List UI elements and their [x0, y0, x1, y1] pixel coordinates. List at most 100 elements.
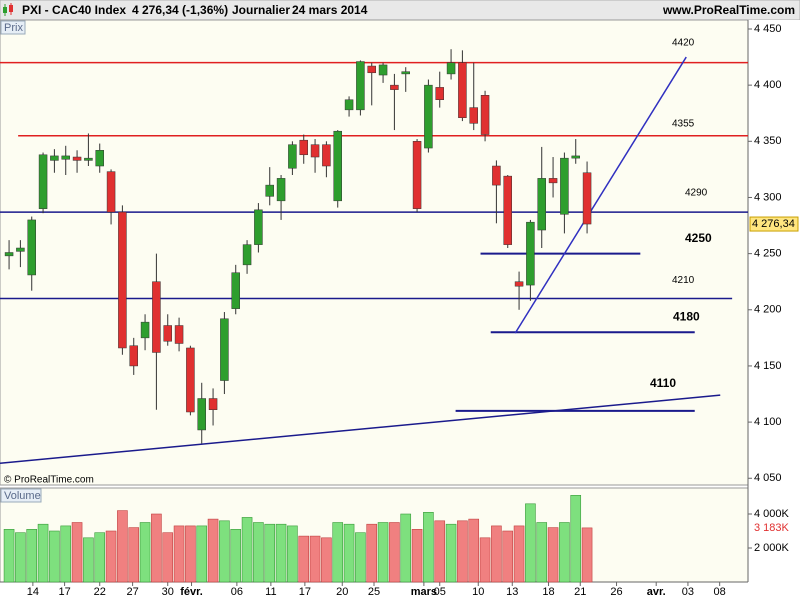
- candle-body: [469, 107, 478, 124]
- volume-bar: [366, 523, 378, 583]
- volume-bar: [185, 525, 196, 583]
- candle-body: [310, 144, 320, 158]
- candle-body: [220, 318, 229, 381]
- candle-body: [288, 144, 297, 169]
- x-tick-label: févr.: [180, 586, 203, 598]
- level-label: 4420: [672, 37, 695, 48]
- candle-body: [367, 65, 376, 74]
- trend-line: [514, 56, 687, 334]
- y-tick-label: 4 000K: [754, 508, 790, 520]
- y-tick-label: 4 050: [754, 472, 782, 484]
- x-tick-label: 17: [299, 586, 311, 598]
- candle-body: [152, 281, 161, 353]
- x-tick-label: 08: [714, 586, 726, 598]
- volume-bar: [151, 513, 162, 583]
- y-tick-label: 4 450: [754, 23, 782, 35]
- volume-bar: [37, 523, 49, 583]
- volume-bar: [513, 525, 525, 583]
- candle-body: [390, 84, 399, 90]
- level-label: 4210: [672, 275, 695, 286]
- candle-body: [61, 155, 70, 160]
- candle-body: [492, 165, 501, 186]
- volume-bar: [196, 525, 208, 583]
- volume-bar: [60, 525, 72, 583]
- x-tick-label: 06: [231, 586, 243, 598]
- y-tick-label: 4 350: [754, 135, 782, 147]
- candle-body: [140, 321, 150, 339]
- site-link[interactable]: www.ProRealTime.com: [662, 3, 795, 17]
- candle-body: [446, 62, 456, 75]
- symbol: PXI - CAC40 Index: [22, 3, 126, 17]
- volume-bar: [94, 532, 106, 583]
- volume-bar: [445, 523, 457, 583]
- volume-bar: [219, 520, 230, 583]
- x-tick-label: 17: [58, 586, 70, 598]
- volume-bar: [377, 522, 389, 583]
- candle-body: [322, 144, 331, 167]
- candle-body: [548, 178, 558, 184]
- volume-bar: [457, 520, 468, 583]
- last-price-box: [749, 216, 799, 232]
- volume-bar: [525, 503, 536, 583]
- candle-body: [27, 219, 36, 276]
- candle-body: [424, 84, 433, 149]
- candle-body: [344, 99, 354, 111]
- x-tick-label: 11: [265, 586, 276, 598]
- volume-bar: [230, 529, 242, 583]
- volume-bar: [411, 529, 423, 583]
- volume-bar: [83, 537, 94, 583]
- candle-body: [231, 272, 240, 309]
- volume-bar: [479, 537, 491, 583]
- candle-body: [560, 157, 569, 215]
- volume-bar: [173, 525, 185, 583]
- quote: 4 276,34 (-1,36%): [132, 3, 228, 17]
- last-volume-label: 3 183K: [754, 522, 790, 534]
- candle-body: [537, 178, 546, 231]
- x-tick-label: 25: [368, 586, 380, 598]
- candle-body: [435, 87, 444, 100]
- volume-bar: [139, 522, 151, 583]
- volume-bar: [502, 530, 514, 583]
- volume-bar: [468, 518, 480, 583]
- y-tick-label: 4 100: [754, 416, 782, 428]
- y-tick-label: 4 200: [754, 304, 782, 316]
- volume-bar: [400, 513, 412, 583]
- candle-body: [118, 211, 127, 349]
- x-tick-label: avr.: [647, 586, 666, 598]
- candle-body: [16, 247, 25, 252]
- candle-body: [276, 178, 286, 202]
- x-tick-label: 13: [506, 586, 518, 598]
- volume-bar: [275, 523, 287, 583]
- candle-body: [4, 252, 14, 257]
- y-tick-label: 4 150: [754, 360, 782, 372]
- candle-body: [106, 171, 116, 213]
- volume-bar: [355, 532, 366, 583]
- volume-bar: [298, 535, 310, 583]
- period: Journalier: [232, 3, 290, 17]
- x-tick-label: 27: [126, 586, 138, 598]
- volume-bar: [559, 522, 570, 583]
- candle-body: [186, 347, 195, 413]
- volume-bar: [207, 518, 219, 583]
- candle-body: [401, 71, 410, 75]
- x-tick-label: 30: [162, 586, 174, 598]
- volume-bar: [389, 522, 400, 583]
- x-tick-label: 26: [610, 586, 622, 598]
- candle-body: [197, 398, 206, 431]
- volume-bar: [491, 525, 502, 583]
- volume-bar: [287, 525, 298, 583]
- volume-bar: [71, 522, 83, 583]
- last-price-label: 4 276,34: [752, 218, 795, 230]
- x-tick-label: mars: [411, 586, 437, 598]
- volume-bar: [49, 530, 60, 583]
- volume-bar: [343, 523, 355, 583]
- volume-bar: [309, 535, 321, 583]
- candle-body: [84, 157, 93, 161]
- volume-bar: [105, 530, 117, 583]
- volume-bar: [570, 495, 582, 583]
- volume-bar: [581, 527, 593, 583]
- candle-body: [129, 345, 138, 367]
- x-tick-label: 05: [434, 586, 446, 598]
- level-label: 4250: [685, 231, 712, 245]
